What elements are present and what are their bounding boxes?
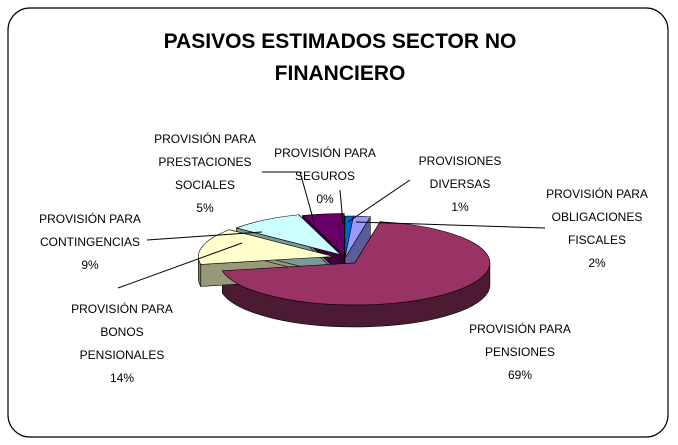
- slice-percent: 69%: [507, 368, 533, 382]
- slice-label: PROVISIÓN PARA PENSIONES: [469, 322, 571, 359]
- leader-line: [355, 221, 546, 229]
- slice: [198, 229, 334, 265]
- leader-line: [347, 179, 411, 223]
- slice-label: PROVISIÓN PARA BONOS PENSIONALES: [71, 302, 173, 362]
- chart-title: PASIVOS ESTIMADOS SECTOR NO FINANCIERO: [163, 30, 517, 85]
- slice-label: PROVISIONES DIVERSAS: [418, 154, 502, 191]
- slice: [221, 221, 491, 306]
- leader-line: [339, 189, 344, 225]
- slice-label: PROVISIÓN PARA SEGUROS: [274, 146, 376, 183]
- slice-percent: 9%: [81, 258, 99, 272]
- slice: [301, 213, 345, 257]
- slice-percent: 0%: [316, 192, 334, 206]
- slice-percent: 5%: [196, 201, 214, 215]
- slice-percent: 2%: [588, 256, 606, 270]
- slice: [344, 215, 371, 259]
- leader-line: [117, 242, 243, 289]
- slice-label: PROVISIÓN PARA PRESTACIONES SOCIALES: [154, 132, 256, 192]
- slice-label: PROVISIÓN PARA OBLIGACIONES FISCALES: [546, 187, 648, 247]
- slice-label: PROVISIÓN PARA CONTINGENCIAS: [39, 212, 141, 249]
- slice-percent: 14%: [109, 371, 135, 385]
- leader-line: [146, 231, 263, 241]
- slice-percent: 1%: [451, 200, 469, 214]
- slice: [235, 214, 342, 256]
- leader-line: [262, 171, 315, 223]
